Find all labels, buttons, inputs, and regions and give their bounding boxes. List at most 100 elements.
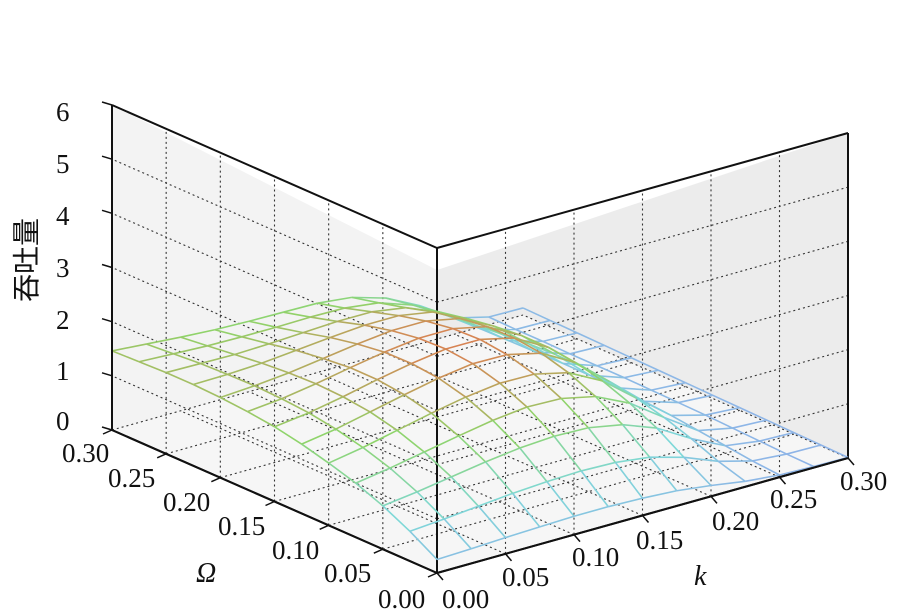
surface-line xyxy=(219,396,248,413)
surface-line xyxy=(268,331,304,345)
surface-line xyxy=(596,365,625,379)
surface-line xyxy=(553,426,589,438)
surface-line xyxy=(411,362,439,379)
surface-line xyxy=(268,343,297,352)
surface-line xyxy=(642,489,677,499)
surface-line xyxy=(432,311,461,320)
surface-line xyxy=(602,380,638,400)
surface-line xyxy=(423,451,452,478)
surface-line xyxy=(283,302,318,313)
surface-line xyxy=(227,362,262,376)
surface-line xyxy=(241,326,277,338)
surface-line xyxy=(328,446,364,464)
k-tick-label: 0.15 xyxy=(636,525,683,555)
surface-line xyxy=(329,324,365,339)
grid-line xyxy=(436,240,849,357)
surface-line xyxy=(759,440,788,455)
surface-line xyxy=(725,440,760,447)
surface-line xyxy=(513,337,542,354)
surface-line xyxy=(403,394,432,414)
omega-tick-label: 0.20 xyxy=(163,487,210,517)
surface-line xyxy=(793,431,822,446)
surface-line xyxy=(351,296,379,304)
surface-line xyxy=(569,353,598,367)
omega-tick-mark xyxy=(319,524,329,531)
surface-line xyxy=(526,397,562,408)
surface-line xyxy=(274,412,310,428)
surface-line xyxy=(548,346,576,364)
surface-line xyxy=(595,395,630,404)
surface-line xyxy=(522,307,551,322)
surface-line xyxy=(608,497,643,508)
surface-line xyxy=(328,462,357,484)
surface-line xyxy=(317,302,345,309)
surface-line xyxy=(378,302,407,309)
surface-line xyxy=(436,548,472,561)
surface-line xyxy=(355,482,384,507)
surface-line xyxy=(315,366,351,385)
surface-line xyxy=(111,350,140,363)
surface-line xyxy=(542,340,571,355)
surface-line xyxy=(629,402,658,429)
surface-line xyxy=(568,371,603,382)
surface-line xyxy=(553,435,582,472)
surface-line xyxy=(745,474,780,483)
surface-line xyxy=(712,394,741,409)
surface-line xyxy=(357,343,385,353)
surface-line xyxy=(234,353,262,364)
surface-line xyxy=(621,424,651,458)
surface-line xyxy=(438,362,474,379)
surface-line xyxy=(165,371,194,386)
surface-line xyxy=(364,324,392,332)
surface-line xyxy=(533,373,562,400)
surface-line xyxy=(443,505,479,520)
surface-line xyxy=(425,320,454,330)
surface-line xyxy=(254,385,283,400)
surface-line xyxy=(409,530,438,561)
surface-line xyxy=(588,423,623,429)
surface-line xyxy=(452,325,488,330)
surface-line xyxy=(541,352,576,364)
front-axes xyxy=(101,101,855,581)
surface-line xyxy=(371,311,399,317)
surface-line xyxy=(310,307,345,318)
surface-line xyxy=(303,331,331,339)
surface-line xyxy=(539,515,575,528)
z-tick-mark xyxy=(101,263,113,269)
surface-line xyxy=(786,444,822,455)
surface-line xyxy=(506,353,535,375)
surface-line xyxy=(492,406,528,422)
z-tick-mark xyxy=(101,209,113,215)
surface-line xyxy=(389,451,425,469)
surface-line xyxy=(438,377,467,398)
surface-line xyxy=(384,337,419,353)
surface-line xyxy=(371,306,407,313)
surface-line xyxy=(362,446,391,469)
surface-line xyxy=(261,349,297,364)
surface-line xyxy=(173,353,201,365)
surface-line xyxy=(403,377,439,396)
surface-line xyxy=(732,427,760,442)
surface-line xyxy=(492,419,521,449)
surface-line xyxy=(542,332,578,343)
surface-line xyxy=(515,328,544,343)
omega-tick-mark xyxy=(102,429,113,435)
k-tick-label: 0.20 xyxy=(712,506,759,536)
surface-line xyxy=(650,389,679,404)
surface-line xyxy=(507,352,542,356)
surface-line xyxy=(389,467,418,493)
omega-tick-mark xyxy=(156,453,167,459)
surface-line xyxy=(247,398,282,413)
surface-line xyxy=(396,412,432,432)
surface-line xyxy=(200,362,228,376)
surface-line xyxy=(207,336,243,347)
surface-line xyxy=(479,338,508,356)
surface-line xyxy=(512,492,541,528)
surface-line xyxy=(173,345,208,355)
surface-line xyxy=(430,412,460,437)
surface-line xyxy=(485,447,521,463)
surface-line xyxy=(499,382,528,408)
surface-line xyxy=(656,427,685,458)
surface-line xyxy=(459,317,488,328)
k-tick-label: 0.25 xyxy=(770,484,817,514)
